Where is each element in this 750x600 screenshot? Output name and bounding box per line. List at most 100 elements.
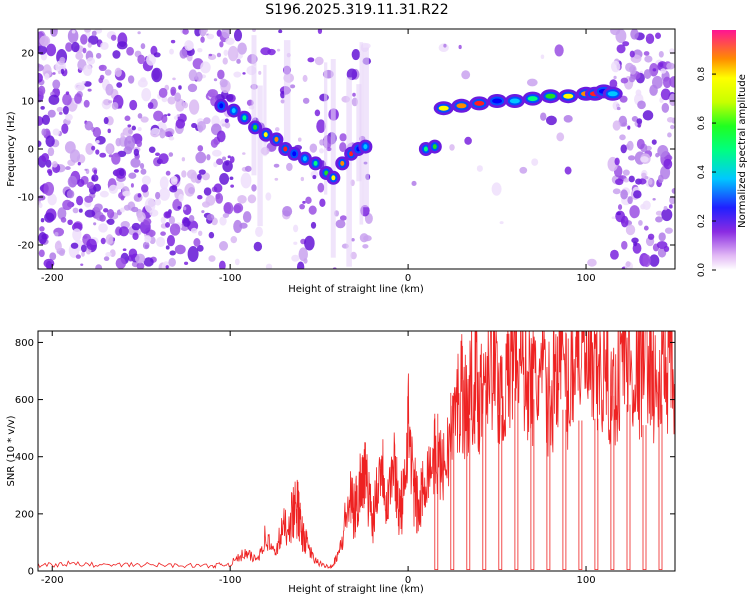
- noise-blob: [84, 120, 94, 131]
- noise-blob: [92, 127, 102, 138]
- noise-blob: [191, 122, 198, 129]
- noise-blob: [147, 102, 154, 110]
- noise-blob: [647, 233, 655, 240]
- noise-blob: [91, 30, 97, 37]
- noise-blob: [623, 178, 630, 183]
- noise-blob: [127, 124, 132, 128]
- noise-blob: [351, 237, 355, 242]
- noise-blob: [159, 127, 163, 133]
- noise-blob: [177, 205, 181, 210]
- noise-blob: [225, 161, 229, 166]
- noise-blob: [143, 217, 152, 226]
- noise-blob: [620, 189, 628, 200]
- noise-blob: [273, 163, 280, 168]
- noise-blob: [146, 54, 156, 66]
- y-tick-label: 0: [28, 145, 34, 156]
- noise-blob: [181, 170, 187, 178]
- noise-blob: [74, 82, 86, 91]
- noise-blob: [122, 127, 134, 137]
- x-tick-label: -200: [41, 575, 64, 586]
- noise-blob: [219, 216, 227, 226]
- noise-blob: [222, 57, 228, 65]
- noise-blob: [41, 128, 47, 136]
- snr-series-line: [38, 331, 675, 569]
- noise-blob: [154, 198, 162, 206]
- noise-blob: [52, 72, 56, 75]
- noise-blob: [540, 112, 547, 121]
- noise-blob: [87, 42, 92, 48]
- noise-blob: [182, 102, 189, 109]
- noise-blob: [139, 162, 145, 170]
- y-tick-label: 800: [15, 338, 34, 349]
- noise-blob: [563, 115, 573, 123]
- noise-blob: [104, 69, 112, 76]
- noise-blob: [170, 175, 178, 185]
- noise-blob: [169, 223, 181, 236]
- trace-core: [283, 146, 288, 152]
- noise-blob: [159, 176, 169, 190]
- noise-blob: [84, 209, 96, 218]
- noise-blob: [140, 116, 149, 123]
- noise-blob: [160, 216, 166, 224]
- noise-blob: [178, 193, 184, 202]
- noise-blob: [208, 53, 213, 57]
- noise-blob: [163, 211, 172, 219]
- noise-blob: [293, 241, 298, 245]
- noise-blob: [190, 172, 199, 183]
- snr-x-axis: -200 -100 0 100: [41, 331, 596, 586]
- noise-blob: [41, 114, 51, 125]
- noise-blob: [103, 117, 109, 125]
- noise-blob: [62, 199, 73, 211]
- noise-blob: [82, 235, 88, 239]
- noise-blob: [218, 260, 226, 269]
- noise-blob: [150, 127, 161, 135]
- noise-blob: [48, 94, 60, 106]
- x-tick-label: 100: [576, 575, 595, 586]
- noise-blob: [38, 72, 43, 83]
- snr-y-label: SNR (10 * v/v): [6, 415, 17, 486]
- noise-blob: [643, 69, 652, 80]
- noise-blob: [71, 29, 76, 34]
- noise-blob: [223, 49, 229, 56]
- y-tick-label: 10: [21, 97, 34, 108]
- noise-blob: [219, 41, 224, 48]
- noise-blob: [612, 120, 621, 131]
- noise-blob: [587, 258, 597, 267]
- noise-blob: [169, 48, 174, 55]
- noise-blob: [660, 68, 667, 74]
- noise-blob: [628, 75, 636, 83]
- noise-blob: [94, 203, 103, 211]
- noise-blob: [115, 257, 127, 269]
- noise-blob: [625, 261, 631, 267]
- noise-blob: [178, 85, 182, 90]
- colorbar-tick-label: 0.6: [697, 116, 707, 131]
- noise-blob: [363, 43, 371, 49]
- noise-blob: [664, 227, 673, 234]
- noise-blob: [213, 78, 218, 82]
- noise-blob: [616, 212, 621, 216]
- noise-blob: [669, 195, 675, 205]
- noise-blob: [319, 148, 324, 154]
- noise-blob: [168, 257, 176, 267]
- noise-blob: [86, 181, 95, 189]
- noise-blob: [554, 44, 564, 57]
- noise-blob: [233, 29, 243, 42]
- noise-blob: [660, 88, 671, 101]
- noise-blob: [95, 52, 102, 59]
- noise-blob: [499, 221, 504, 225]
- trace-core: [607, 91, 618, 97]
- noise-blob: [308, 205, 317, 215]
- noise-blob: [314, 109, 321, 117]
- noise-blob: [82, 64, 93, 77]
- spectrogram-x-label: Height of straight line (km): [288, 284, 424, 295]
- noise-blob: [82, 47, 87, 54]
- x-tick-label: -200: [41, 273, 64, 284]
- noise-blob: [305, 196, 312, 205]
- noise-blob: [169, 185, 178, 193]
- noise-blob: [91, 145, 96, 151]
- noise-blob: [84, 29, 91, 33]
- noise-blob: [644, 176, 649, 180]
- noise-blob: [297, 137, 302, 142]
- noise-blob: [106, 218, 115, 226]
- colorbar-scale: [712, 30, 736, 270]
